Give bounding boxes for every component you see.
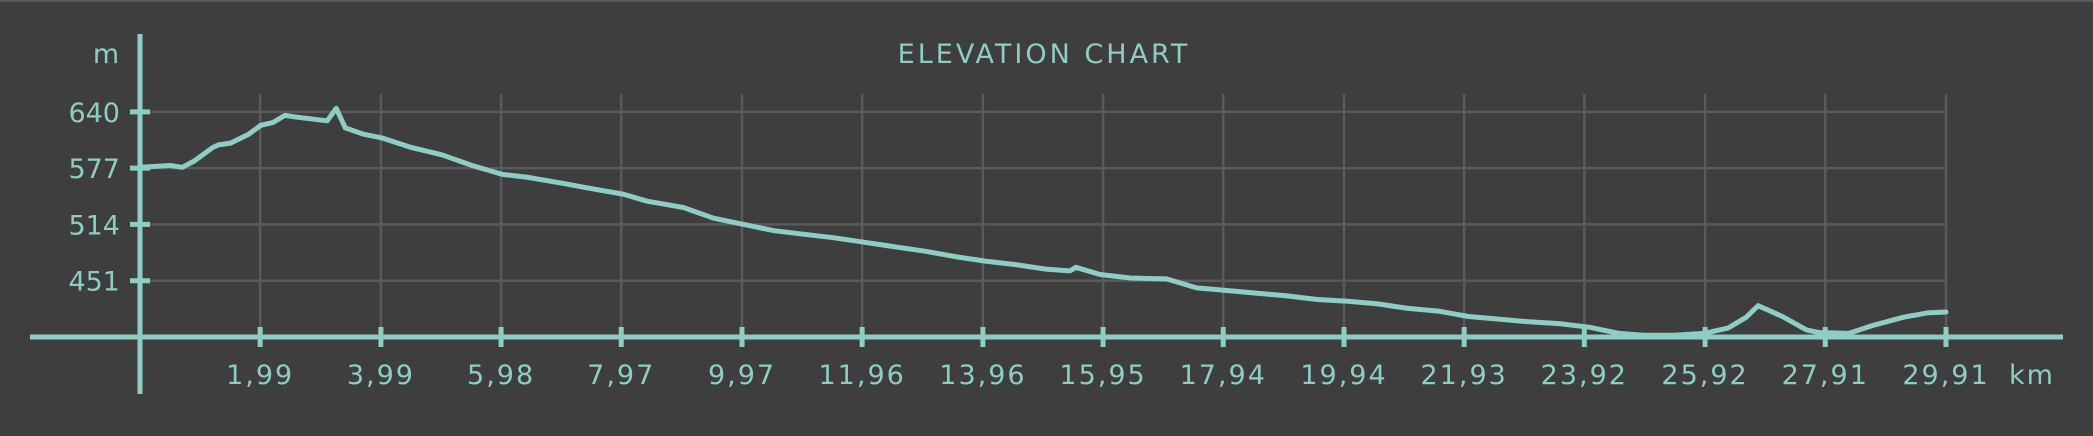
x-tick-label: 21,93	[1421, 360, 1508, 391]
x-tick-label: 29,91	[1902, 360, 1989, 391]
y-tick-label: 577	[68, 154, 120, 185]
x-tick-label: 15,95	[1059, 360, 1146, 391]
grid	[140, 94, 1948, 337]
x-tick-label: 7,97	[587, 360, 655, 391]
elevation-line	[137, 105, 1949, 338]
y-tick-label: 640	[68, 98, 120, 129]
top-border	[0, 0, 2093, 2]
x-tick-label: 17,94	[1180, 360, 1267, 391]
x-tick-label: 23,92	[1541, 360, 1628, 391]
x-tick-label: 3,99	[347, 360, 415, 391]
x-tick-label: 5,98	[467, 360, 535, 391]
chart-title: ELEVATION CHART	[898, 39, 1191, 70]
x-tick-label: 11,96	[819, 360, 906, 391]
x-tick-label: 9,97	[708, 360, 776, 391]
y-tick-label: 451	[68, 267, 120, 298]
x-tick-label: 25,92	[1661, 360, 1748, 391]
x-tick-label: 1,99	[226, 360, 294, 391]
axes	[30, 34, 2063, 394]
y-axis-unit-label: m	[93, 39, 119, 70]
elevation-series	[137, 105, 1949, 338]
x-axis-unit-label: km	[2009, 360, 2055, 391]
x-tick-label: 13,96	[939, 360, 1026, 391]
y-tick-label: 514	[68, 210, 120, 241]
x-tick-label: 19,94	[1300, 360, 1387, 391]
x-tick-label: 27,91	[1782, 360, 1869, 391]
labels: ELEVATION CHART m km 640 577 514 451 1,99 3,9…	[68, 39, 2055, 391]
